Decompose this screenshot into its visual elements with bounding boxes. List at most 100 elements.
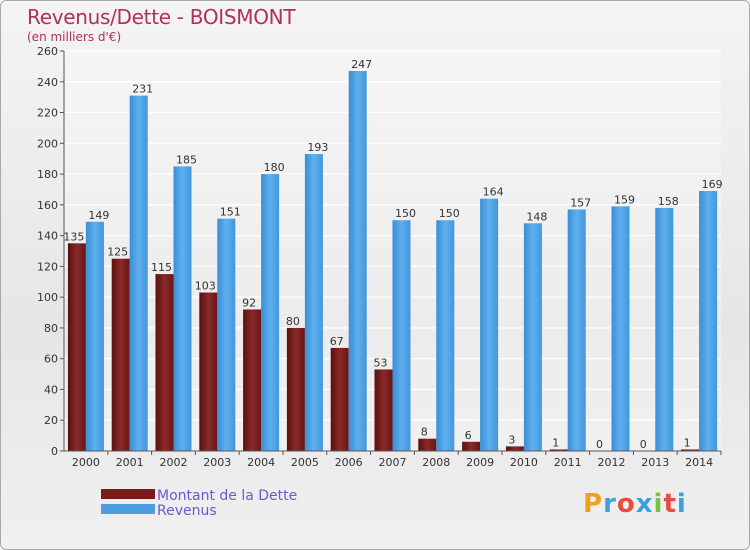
value-label-revenus: 247 <box>351 58 372 71</box>
bar-revenus-2008 <box>436 220 455 451</box>
x-tick-label: 2007 <box>379 456 407 469</box>
value-label-dette: 1 <box>552 436 559 449</box>
x-tick-label: 2012 <box>598 456 626 469</box>
bar-dette-2010 <box>505 446 524 451</box>
x-tick-label: 2001 <box>116 456 144 469</box>
x-tick-label: 2011 <box>554 456 582 469</box>
value-label-revenus: 148 <box>526 210 547 223</box>
value-label-dette: 3 <box>508 433 515 446</box>
bar-dette-2006 <box>330 347 349 451</box>
value-label-revenus: 150 <box>439 207 460 220</box>
value-label-dette: 92 <box>242 296 256 309</box>
logo-letter: t <box>663 489 677 519</box>
x-tick-label: 2006 <box>335 456 363 469</box>
x-tick-label: 2013 <box>641 456 669 469</box>
y-tick-label: 0 <box>51 445 58 458</box>
x-tick-label: 2014 <box>685 456 713 469</box>
bar-dette-2000 <box>67 243 86 451</box>
value-label-dette: 67 <box>330 335 344 348</box>
y-tick-label: 100 <box>37 291 58 304</box>
bar-revenus-2004 <box>261 174 280 452</box>
bar-revenus-2013 <box>655 207 674 451</box>
value-label-dette: 6 <box>465 429 472 442</box>
value-label-revenus: 169 <box>702 178 723 191</box>
y-tick-label: 40 <box>44 383 58 396</box>
bar-revenus-2002 <box>173 166 192 451</box>
value-label-revenus: 185 <box>176 153 197 166</box>
chart-subtitle: (en milliers d'€) <box>27 30 122 44</box>
y-tick-label: 180 <box>37 168 58 181</box>
value-label-revenus: 149 <box>88 209 109 222</box>
y-tick-label: 260 <box>37 45 58 58</box>
bar-revenus-2010 <box>523 223 542 451</box>
legend-swatch-revenus <box>101 504 155 514</box>
bar-revenus-2012 <box>611 206 630 451</box>
value-label-dette: 103 <box>195 280 216 293</box>
proxiti-logo: Proxiti <box>583 489 687 519</box>
bar-revenus-2000 <box>85 221 104 451</box>
y-tick-label: 240 <box>37 76 58 89</box>
logo-letter: i <box>653 489 664 519</box>
value-label-dette: 0 <box>596 438 603 451</box>
value-label-dette: 115 <box>151 261 172 274</box>
bar-dette-2008 <box>418 438 437 451</box>
value-label-dette: 80 <box>286 315 300 328</box>
logo-letter: r <box>603 489 617 519</box>
logo-letter: i <box>676 489 687 519</box>
value-label-revenus: 150 <box>395 207 416 220</box>
logo-letter: o <box>616 489 636 519</box>
value-label-revenus: 193 <box>307 141 328 154</box>
bar-dette-2011 <box>549 449 568 451</box>
bar-revenus-2001 <box>129 95 148 451</box>
value-label-revenus: 180 <box>264 161 285 174</box>
bar-dette-2002 <box>155 274 174 451</box>
bar-dette-2009 <box>462 441 481 451</box>
value-label-revenus: 231 <box>132 83 153 96</box>
y-tick-label: 60 <box>44 353 58 366</box>
bar-revenus-2009 <box>480 198 499 451</box>
value-label-dette: 1 <box>684 436 691 449</box>
logo-letter: P <box>583 489 604 519</box>
bar-revenus-2014 <box>699 191 718 451</box>
value-label-dette: 135 <box>63 230 84 243</box>
y-tick-label: 120 <box>37 260 58 273</box>
y-tick-label: 80 <box>44 322 58 335</box>
x-tick-label: 2009 <box>466 456 494 469</box>
legend-swatch-dette <box>101 489 155 499</box>
bar-revenus-2003 <box>217 218 236 451</box>
value-label-dette: 0 <box>640 438 647 451</box>
chart-title: Revenus/Dette - BOISMONT <box>27 5 296 29</box>
x-tick-label: 2008 <box>422 456 450 469</box>
bar-dette-2007 <box>374 369 393 451</box>
value-label-revenus: 157 <box>570 196 591 209</box>
x-tick-label: 2003 <box>203 456 231 469</box>
bar-revenus-2006 <box>348 71 367 451</box>
y-tick-label: 20 <box>44 414 58 427</box>
value-label-dette: 53 <box>374 356 388 369</box>
x-tick-label: 2004 <box>247 456 275 469</box>
x-tick-label: 2010 <box>510 456 538 469</box>
bar-dette-2004 <box>243 309 262 451</box>
x-tick-label: 2002 <box>160 456 188 469</box>
legend: Montant de la Dette Revenus <box>101 488 297 519</box>
legend-label-revenus: Revenus <box>157 503 217 519</box>
bar-revenus-2007 <box>392 220 411 451</box>
bar-dette-2001 <box>111 258 130 451</box>
y-tick-label: 200 <box>37 137 58 150</box>
value-label-dette: 8 <box>421 426 428 439</box>
value-label-revenus: 164 <box>483 186 504 199</box>
x-tick-label: 2005 <box>291 456 319 469</box>
legend-label-dette: Montant de la Dette <box>157 488 297 504</box>
value-label-revenus: 158 <box>658 195 679 208</box>
value-label-revenus: 159 <box>614 193 635 206</box>
bar-dette-2014 <box>681 449 700 451</box>
bar-revenus-2005 <box>304 154 323 452</box>
bar-dette-2003 <box>199 292 218 451</box>
y-tick-label: 140 <box>37 230 58 243</box>
value-label-dette: 125 <box>107 246 128 259</box>
bar-dette-2005 <box>286 327 305 451</box>
bar-revenus-2011 <box>567 209 586 451</box>
x-tick-label: 2000 <box>72 456 100 469</box>
